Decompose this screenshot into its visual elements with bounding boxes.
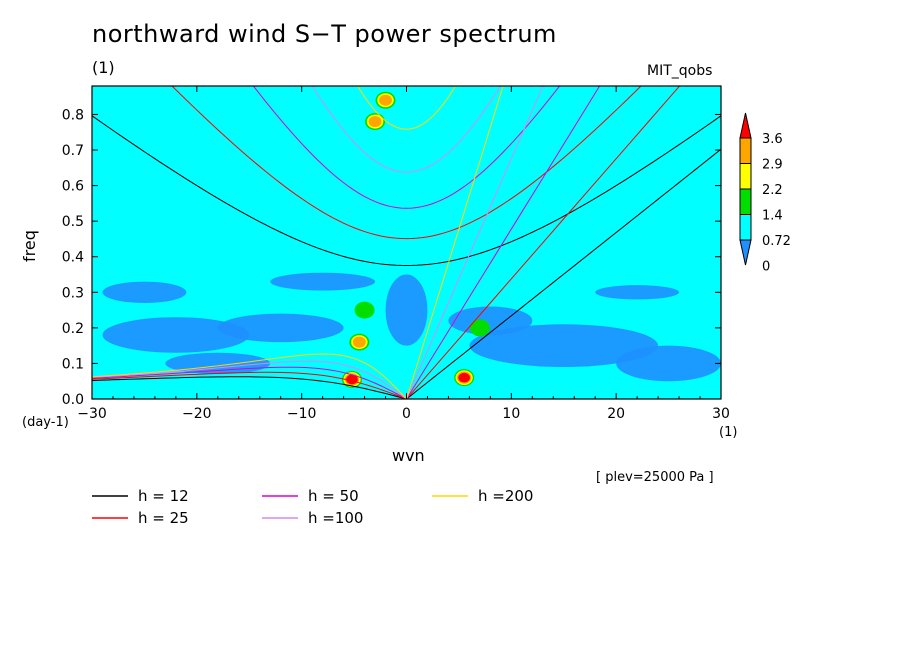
y-tick-group: 0.0 0.1 0.2 0.3 0.4 0.5 0.6 0.7 0.8 bbox=[62, 107, 721, 408]
kelvin-curve bbox=[406, 86, 544, 399]
peak-mark bbox=[354, 301, 375, 319]
peak-mark bbox=[352, 336, 366, 348]
rossby-curve bbox=[92, 353, 407, 399]
x-tick-label: 30 bbox=[712, 406, 730, 422]
gravity-curve bbox=[356, 86, 457, 130]
gravity-curve bbox=[252, 86, 561, 209]
rossby-curve bbox=[92, 366, 407, 399]
dispersion-series bbox=[92, 86, 601, 399]
plot-content bbox=[92, 86, 721, 399]
low-region bbox=[595, 285, 680, 300]
kelvin-curve bbox=[406, 86, 681, 399]
dispersion-series bbox=[92, 115, 721, 399]
low-region bbox=[102, 281, 187, 303]
x-tick-group: −30 −20 −10 0 10 20 30 bbox=[77, 86, 730, 422]
y-tick-label: 0.7 bbox=[62, 143, 84, 159]
rossby-curve bbox=[92, 371, 407, 399]
low-region bbox=[616, 345, 721, 382]
chart-subtitle: (1) bbox=[92, 58, 115, 77]
chart-title: northward wind S−T power spectrum bbox=[92, 20, 557, 48]
low-region bbox=[270, 272, 376, 291]
x-axis-label: wvn bbox=[392, 446, 425, 465]
y-tick-label: 0.2 bbox=[62, 321, 84, 337]
low-region bbox=[385, 274, 428, 346]
gravity-curve bbox=[171, 86, 642, 240]
x-tick-label: 10 bbox=[502, 406, 520, 422]
colorbar-label: 2.9 bbox=[762, 158, 783, 173]
y-tick-label: 0.6 bbox=[62, 179, 84, 195]
colorbar-label: 1.4 bbox=[762, 209, 783, 224]
low-region bbox=[448, 306, 533, 335]
colorbar-box bbox=[739, 188, 752, 215]
low-region bbox=[469, 324, 659, 367]
x-axis-unit: (1) bbox=[719, 425, 738, 440]
plev-annotation: [ plev=25000 Pa ] bbox=[596, 470, 714, 485]
peak-mark bbox=[368, 116, 382, 128]
legend: h = 12 h = 25 h = 50 h =100 h =200 bbox=[92, 487, 533, 527]
gravity-curve bbox=[92, 115, 721, 267]
x-tick-label: −30 bbox=[77, 406, 107, 422]
y-axis-unit: (day-1) bbox=[22, 415, 69, 430]
y-tick-label: 0.1 bbox=[62, 356, 84, 372]
kelvin-curve bbox=[406, 148, 721, 399]
colorbar-label: 2.2 bbox=[762, 183, 783, 198]
legend-label: h = 50 bbox=[308, 487, 359, 505]
kelvin-curve bbox=[406, 86, 504, 399]
colorbar-box bbox=[739, 214, 752, 241]
x-tick-label: −20 bbox=[182, 406, 212, 422]
x-tick-label: 0 bbox=[402, 406, 411, 422]
colorbar-box bbox=[739, 163, 752, 190]
model-label: MIT_qobs bbox=[647, 63, 713, 79]
kelvin-curve bbox=[406, 86, 601, 399]
x-tick-label: 20 bbox=[607, 406, 625, 422]
legend-label: h = 12 bbox=[138, 487, 189, 505]
low-region bbox=[102, 317, 250, 353]
y-tick-label: 0.3 bbox=[62, 285, 84, 301]
rossby-curve bbox=[92, 360, 407, 399]
low-region bbox=[217, 313, 344, 343]
y-tick-label: 0.5 bbox=[62, 214, 84, 230]
peak-mark bbox=[379, 94, 393, 106]
colorbar-label: 3.6 bbox=[762, 132, 783, 147]
y-tick-label: 0.4 bbox=[62, 250, 84, 266]
rossby-curve bbox=[92, 376, 407, 399]
gravity-curve bbox=[311, 86, 502, 173]
legend-label: h =100 bbox=[308, 509, 363, 527]
colorbar: 0 0.72 1.4 2.2 2.9 3.6 bbox=[739, 112, 791, 275]
colorbar-box bbox=[739, 137, 752, 164]
dispersion-series bbox=[92, 86, 504, 399]
y-tick-label: 0.8 bbox=[62, 107, 84, 123]
y-tick-label: 0.0 bbox=[62, 392, 84, 408]
colorbar-top-arrow bbox=[739, 112, 752, 139]
colorbar-label: 0 bbox=[762, 260, 770, 275]
legend-label: h =200 bbox=[478, 487, 533, 505]
plot-area bbox=[91, 85, 722, 400]
dispersion-series bbox=[92, 86, 681, 399]
colorbar-bottom-arrow bbox=[739, 239, 752, 266]
legend-label: h = 25 bbox=[138, 509, 189, 527]
dispersion-series bbox=[92, 86, 544, 399]
colorbar-label: 0.72 bbox=[762, 234, 791, 249]
peak-mark bbox=[469, 319, 490, 337]
peak-mark bbox=[458, 372, 470, 383]
x-tick-label: −10 bbox=[287, 406, 317, 422]
